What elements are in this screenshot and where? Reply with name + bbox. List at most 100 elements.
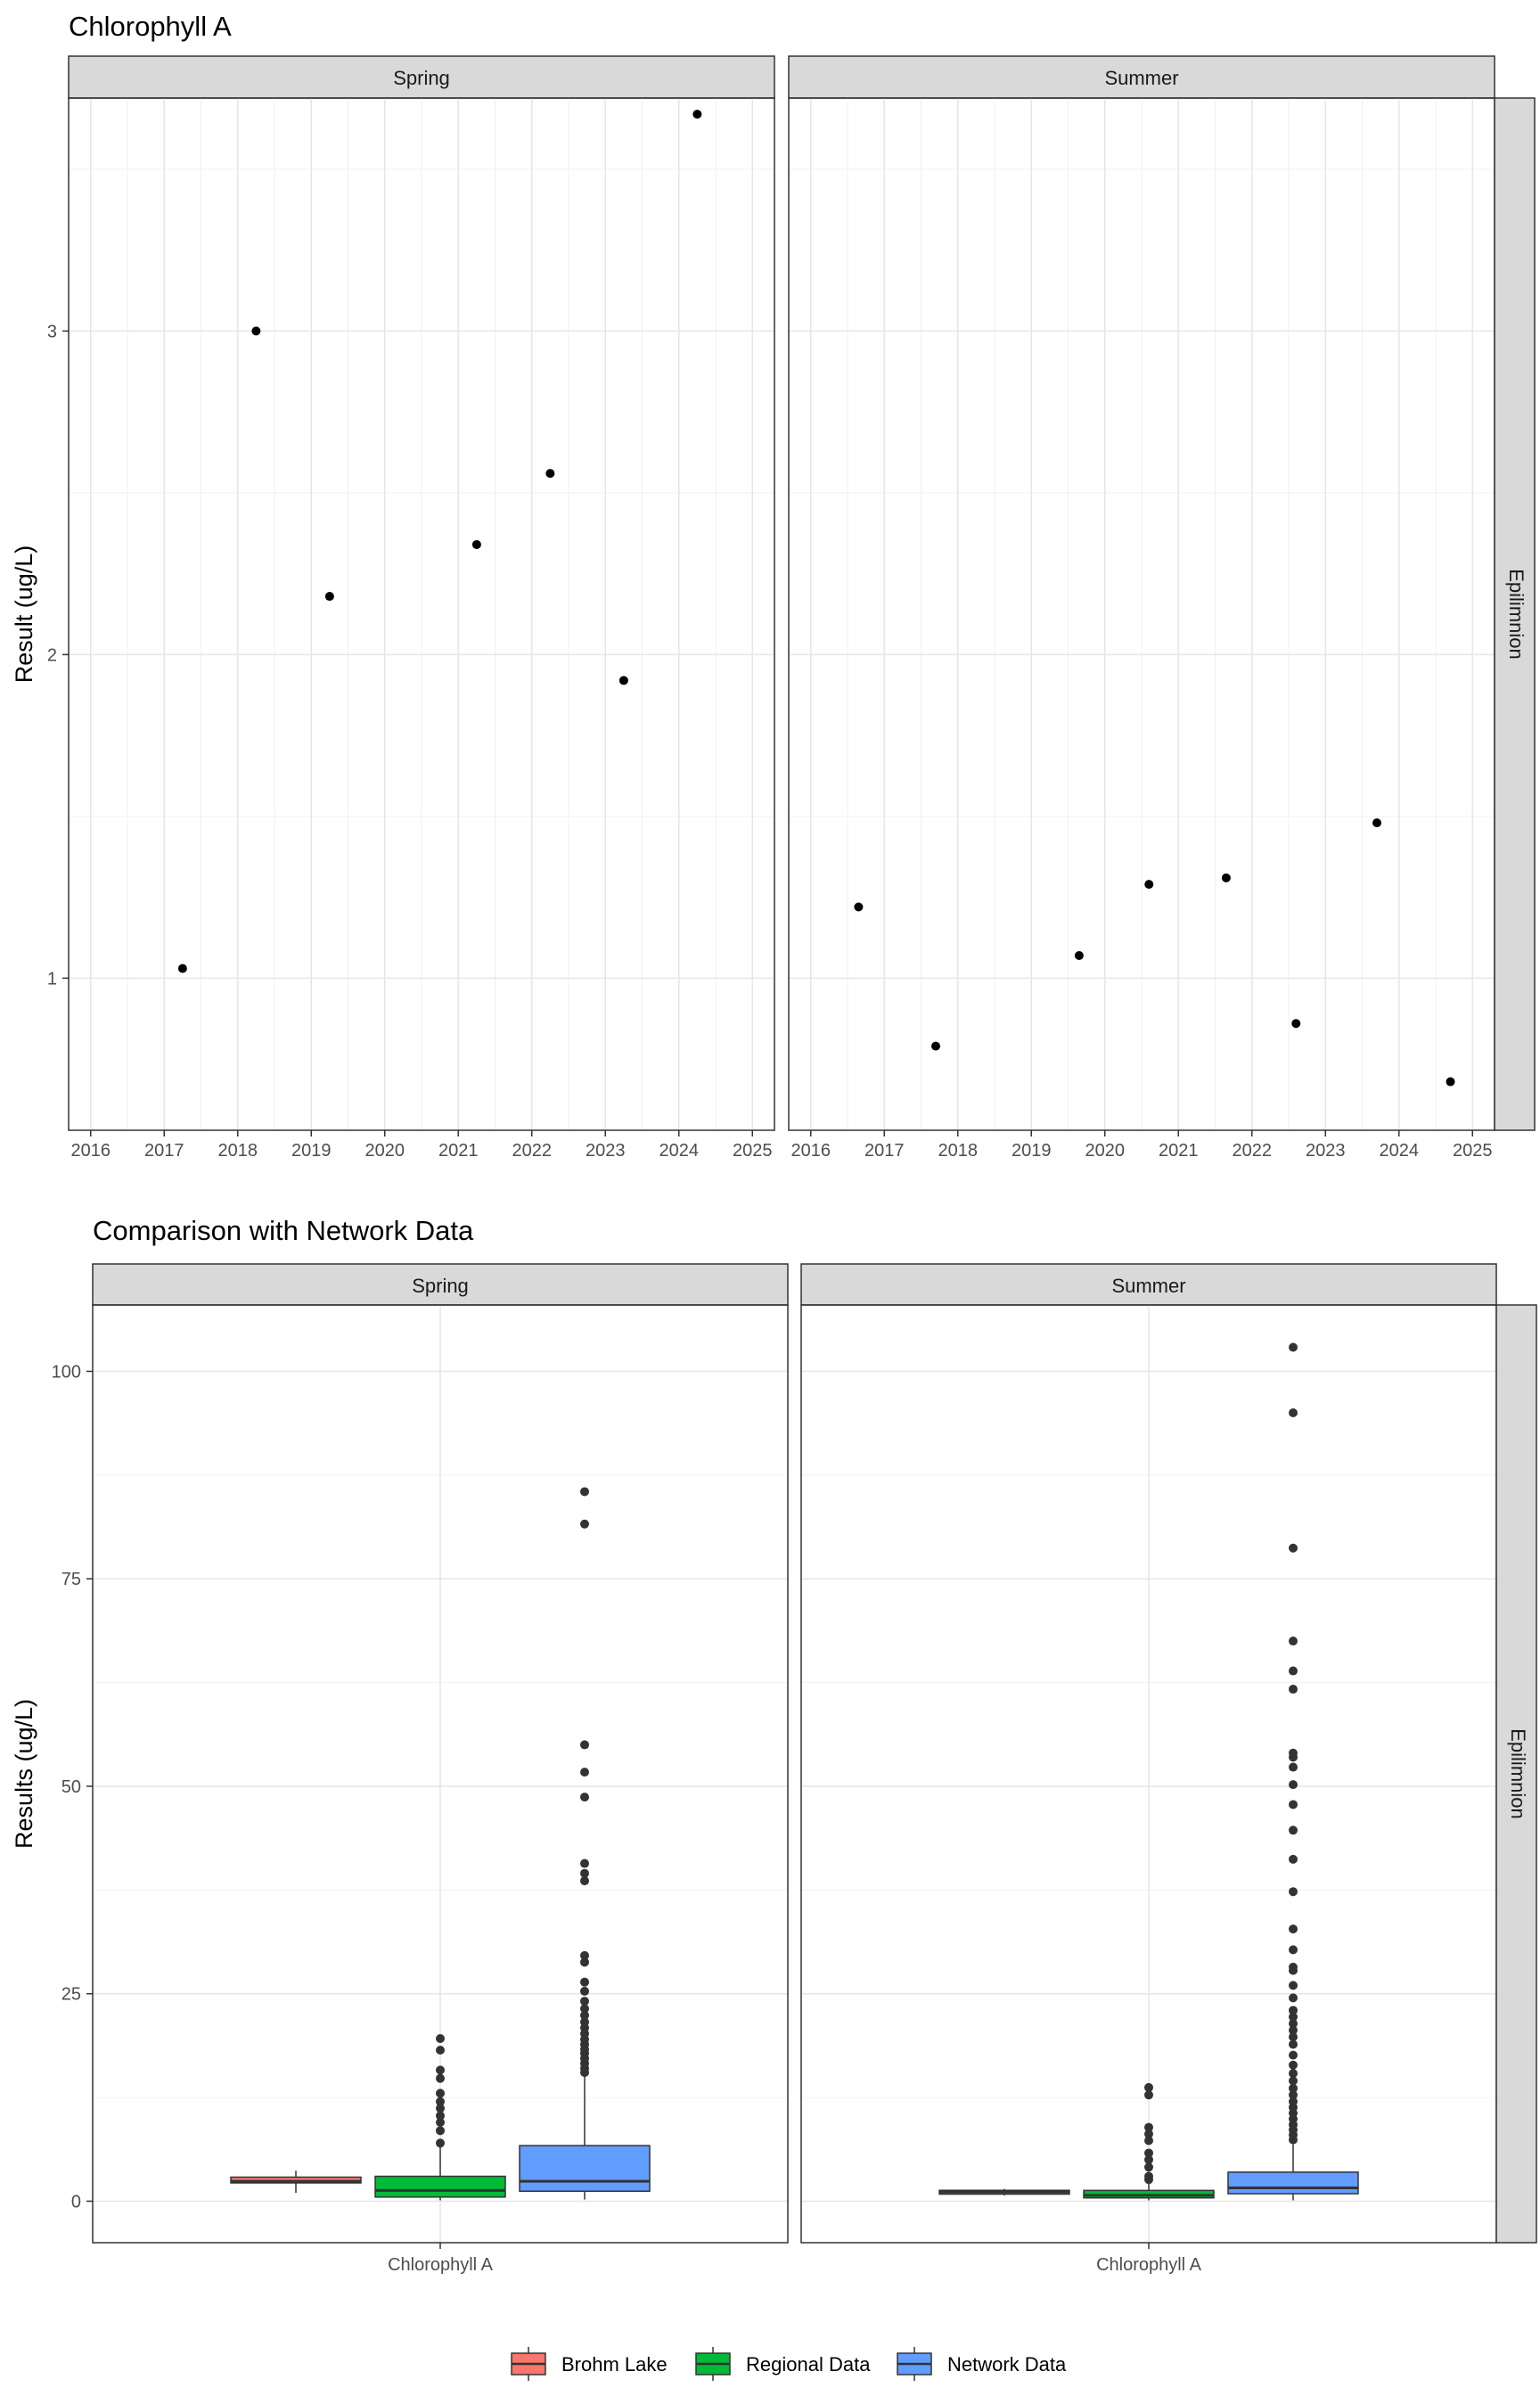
outlier-point — [1289, 2012, 1298, 2022]
outlier-point — [1144, 2162, 1153, 2172]
x-tick-label: 2025 — [733, 1141, 773, 1161]
data-point — [1074, 950, 1084, 960]
outlier-point — [1289, 1408, 1298, 1418]
data-point — [1372, 818, 1381, 828]
x-tick-label: 2018 — [218, 1141, 258, 1161]
facet-strip — [68, 55, 775, 99]
outlier-point — [1144, 2171, 1153, 2181]
outlier-point — [1289, 1993, 1298, 2003]
outlier-point — [1289, 2050, 1298, 2060]
data-point — [177, 964, 187, 973]
outlier-point — [580, 1740, 589, 1750]
outlier-point — [1289, 1637, 1298, 1646]
outlier-point — [1144, 2148, 1153, 2158]
outlier-point — [1289, 1342, 1298, 1352]
outlier-point — [1289, 1666, 1298, 1676]
data-point — [618, 676, 628, 685]
row-strip — [1494, 97, 1536, 1131]
chart-title-chlorophyll: Chlorophyll A — [69, 11, 232, 42]
outlier-point — [580, 2004, 589, 2014]
outlier-point — [1289, 1854, 1298, 1864]
data-point — [251, 326, 261, 336]
outlier-point — [580, 1876, 589, 1886]
outlier-point — [1289, 1981, 1298, 1990]
facet-strip-label: Summer — [1111, 1275, 1185, 1297]
facet-strip-label: Summer — [1104, 67, 1178, 89]
x-tick-label: 2020 — [1085, 1141, 1126, 1161]
x-tick-label: 2020 — [365, 1141, 405, 1161]
outlier-point — [1289, 2006, 1298, 2015]
outlier-point — [580, 1997, 589, 2006]
y-axis-title: Result (ug/L) — [11, 546, 37, 684]
x-tick-label: 2017 — [864, 1141, 905, 1161]
facet-strip-label: Spring — [393, 67, 450, 89]
outlier-point — [1289, 2060, 1298, 2070]
outlier-point — [1144, 2122, 1153, 2132]
outlier-point — [1289, 2032, 1298, 2042]
x-tick-label: 2018 — [938, 1141, 979, 1161]
outlier-point — [580, 1859, 589, 1868]
outlier-point — [580, 1977, 589, 1987]
outlier-point — [580, 1768, 589, 1777]
outlier-point — [1289, 1685, 1298, 1694]
outlier-point — [1289, 1780, 1298, 1790]
x-tick-label: 2024 — [1380, 1141, 1420, 1161]
outlier-point — [1289, 1748, 1298, 1758]
outlier-point — [580, 1868, 589, 1878]
data-point — [1221, 873, 1231, 882]
row-strip — [1495, 1304, 1537, 2244]
outlier-point — [436, 2073, 445, 2083]
x-tick-label: 2021 — [438, 1141, 479, 1161]
outlier-point — [436, 2104, 445, 2113]
x-tick-label: 2022 — [1233, 1141, 1273, 1161]
x-tick-label: 2021 — [1159, 1141, 1199, 1161]
y-tick-label: 0 — [71, 2192, 81, 2211]
outlier-point — [580, 1986, 589, 1996]
data-point — [1446, 1077, 1455, 1087]
x-tick-label: 2024 — [659, 1141, 700, 1161]
x-tick-label: Chlorophyll A — [1096, 2255, 1202, 2275]
outlier-point — [436, 2096, 445, 2106]
box-body — [1227, 2171, 1359, 2195]
outlier-point — [1289, 2076, 1298, 2086]
outlier-point — [1289, 2090, 1298, 2100]
outlier-point — [436, 2126, 445, 2136]
outlier-point — [1289, 2025, 1298, 2035]
outlier-point — [580, 1519, 589, 1529]
facet-strip-label: Spring — [412, 1275, 469, 1297]
outlier-point — [580, 1957, 589, 1967]
data-point — [471, 539, 481, 549]
outlier-point — [1289, 2019, 1298, 2029]
legend-label: Brohm Lake — [561, 2353, 668, 2375]
x-tick-label: 2022 — [512, 1141, 553, 1161]
outlier-point — [1289, 1800, 1298, 1809]
outlier-point — [1289, 1924, 1298, 1934]
outlier-point — [1289, 2069, 1298, 2079]
outlier-point — [580, 1487, 589, 1497]
outlier-point — [1289, 1762, 1298, 1772]
chart-title-comparison: Comparison with Network Data — [93, 1215, 474, 1246]
row-strip-label: Epilimnion — [1507, 1728, 1529, 1819]
outlier-point — [436, 2111, 445, 2121]
y-tick-label: 75 — [61, 1570, 81, 1589]
data-point — [692, 110, 702, 119]
outlier-point — [580, 2017, 589, 2027]
facet-strip — [92, 1263, 789, 1306]
y-tick-label: 1 — [47, 969, 57, 989]
y-tick-label: 100 — [52, 1362, 81, 1382]
x-tick-label: 2016 — [791, 1141, 831, 1161]
outlier-point — [436, 2033, 445, 2043]
outlier-point — [1289, 2083, 1298, 2093]
outlier-point — [1144, 2082, 1153, 2092]
x-tick-label: 2025 — [1453, 1141, 1493, 1161]
facet-strip — [800, 1263, 1497, 1306]
y-tick-label: 2 — [47, 645, 57, 665]
data-point — [1291, 1019, 1301, 1029]
outlier-point — [580, 1950, 589, 1960]
row-strip-label: Epilimnion — [1505, 569, 1528, 660]
outlier-point — [436, 2046, 445, 2055]
x-tick-label: Chlorophyll A — [388, 2255, 494, 2275]
outlier-point — [580, 1793, 589, 1802]
outlier-point — [436, 2138, 445, 2148]
